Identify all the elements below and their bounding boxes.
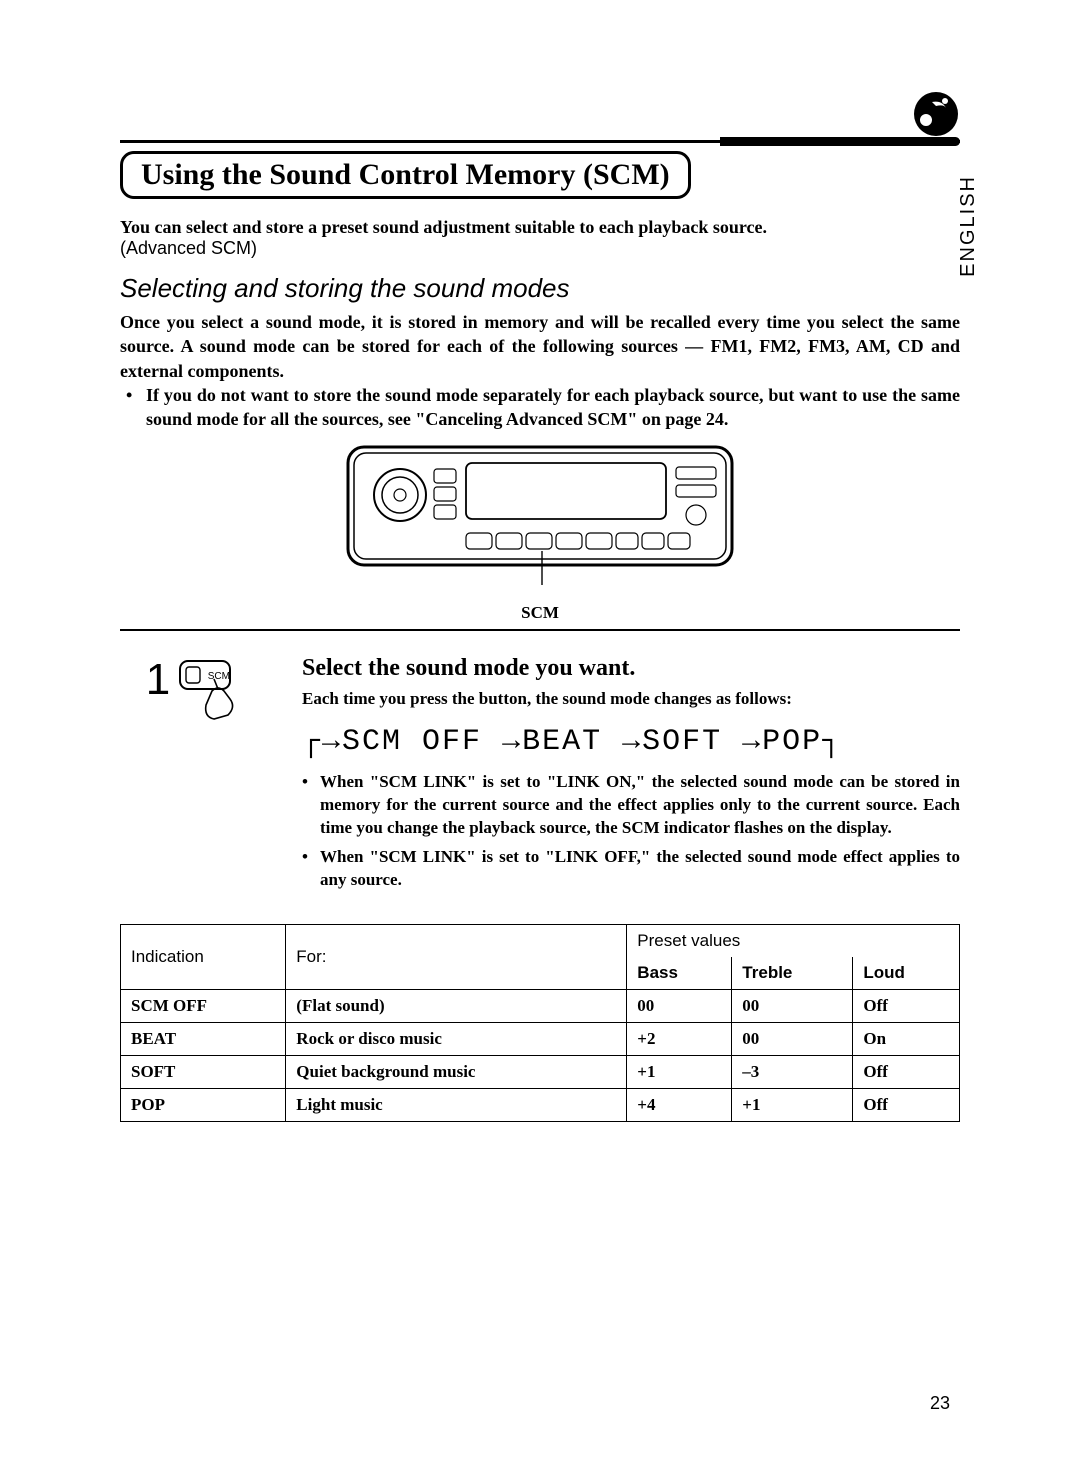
arrow-icon: → <box>502 725 522 759</box>
cell-bass: +4 <box>627 1089 732 1122</box>
deck-illustration <box>120 439 960 599</box>
para2-suffix: on page 24. <box>637 409 728 429</box>
cell-treble: –3 <box>732 1056 853 1089</box>
divider <box>120 629 960 631</box>
page-title: Using the Sound Control Memory (SCM) <box>120 151 691 199</box>
music-note-icon <box>912 90 960 138</box>
intro-bold: You can select and store a preset sound … <box>120 217 767 237</box>
intro-paren: (Advanced SCM) <box>120 238 257 258</box>
top-rule <box>120 140 960 143</box>
para2-quote: "Canceling Advanced SCM" <box>415 409 637 429</box>
arrow-icon: → <box>622 725 642 759</box>
cell-for: Light music <box>286 1089 627 1122</box>
step-bullet: When "SCM LINK" is set to "LINK ON," the… <box>302 771 960 840</box>
cell-loud: On <box>853 1023 960 1056</box>
table-row: SCM OFF (Flat sound) 00 00 Off <box>121 990 960 1023</box>
cell-loud: Off <box>853 1089 960 1122</box>
table-row: BEAT Rock or disco music +2 00 On <box>121 1023 960 1056</box>
scm-button-label: SCM <box>208 671 230 682</box>
cell-indication: SCM OFF <box>121 990 286 1023</box>
subheading: Selecting and storing the sound modes <box>120 273 960 304</box>
paragraph-2: If you do not want to store the sound mo… <box>120 383 960 432</box>
cell-loud: Off <box>853 990 960 1023</box>
th-bass: Bass <box>627 957 732 990</box>
step-bullet: When "SCM LINK" is set to "LINK OFF," th… <box>302 846 960 892</box>
cell-for: Quiet background music <box>286 1056 627 1089</box>
cell-indication: SOFT <box>121 1056 286 1089</box>
table-row: SOFT Quiet background music +1 –3 Off <box>121 1056 960 1089</box>
step-1: 1 SCM Select the sound mode you want. Ea… <box>120 655 960 898</box>
paragraph-1: Once you select a sound mode, it is stor… <box>120 310 960 383</box>
step-bullets: When "SCM LINK" is set to "LINK ON," the… <box>302 771 960 892</box>
step-body: Each time you press the button, the soun… <box>302 688 960 711</box>
cell-bass: +1 <box>627 1056 732 1089</box>
lcd-seq-start-arrow: ┌→ <box>302 725 342 759</box>
intro-text: You can select and store a preset sound … <box>120 217 960 259</box>
scm-button-icon: SCM <box>174 655 254 725</box>
cell-bass: +2 <box>627 1023 732 1056</box>
arrow-icon: → <box>742 725 762 759</box>
lcd-sequence: ┌→SCM OFF →BEAT →SOFT →POP┐ <box>302 725 960 759</box>
lcd-seq-1: BEAT <box>522 725 602 759</box>
th-indication: Indication <box>121 925 286 990</box>
lcd-seq-end: ┐ <box>822 725 842 759</box>
deck-callout-label: SCM <box>120 603 960 623</box>
th-treble: Treble <box>732 957 853 990</box>
step-heading: Select the sound mode you want. <box>302 655 960 682</box>
th-preset: Preset values <box>627 925 960 958</box>
cell-indication: POP <box>121 1089 286 1122</box>
th-for: For: <box>286 925 627 990</box>
cell-treble: 00 <box>732 1023 853 1056</box>
th-loud: Loud <box>853 957 960 990</box>
cell-for: Rock or disco music <box>286 1023 627 1056</box>
preset-table: Indication For: Preset values Bass Trebl… <box>120 924 960 1122</box>
cell-treble: 00 <box>732 990 853 1023</box>
lcd-seq-0: SCM OFF <box>342 725 482 759</box>
table-row: POP Light music +4 +1 Off <box>121 1089 960 1122</box>
cell-bass: 00 <box>627 990 732 1023</box>
cell-for: (Flat sound) <box>286 990 627 1023</box>
page-number: 23 <box>930 1393 950 1414</box>
lcd-seq-2: SOFT <box>642 725 722 759</box>
cell-treble: +1 <box>732 1089 853 1122</box>
step-number: 1 <box>146 655 170 705</box>
cell-indication: BEAT <box>121 1023 286 1056</box>
lcd-seq-3: POP <box>762 725 822 759</box>
language-tab: ENGLISH <box>957 175 980 277</box>
cell-loud: Off <box>853 1056 960 1089</box>
